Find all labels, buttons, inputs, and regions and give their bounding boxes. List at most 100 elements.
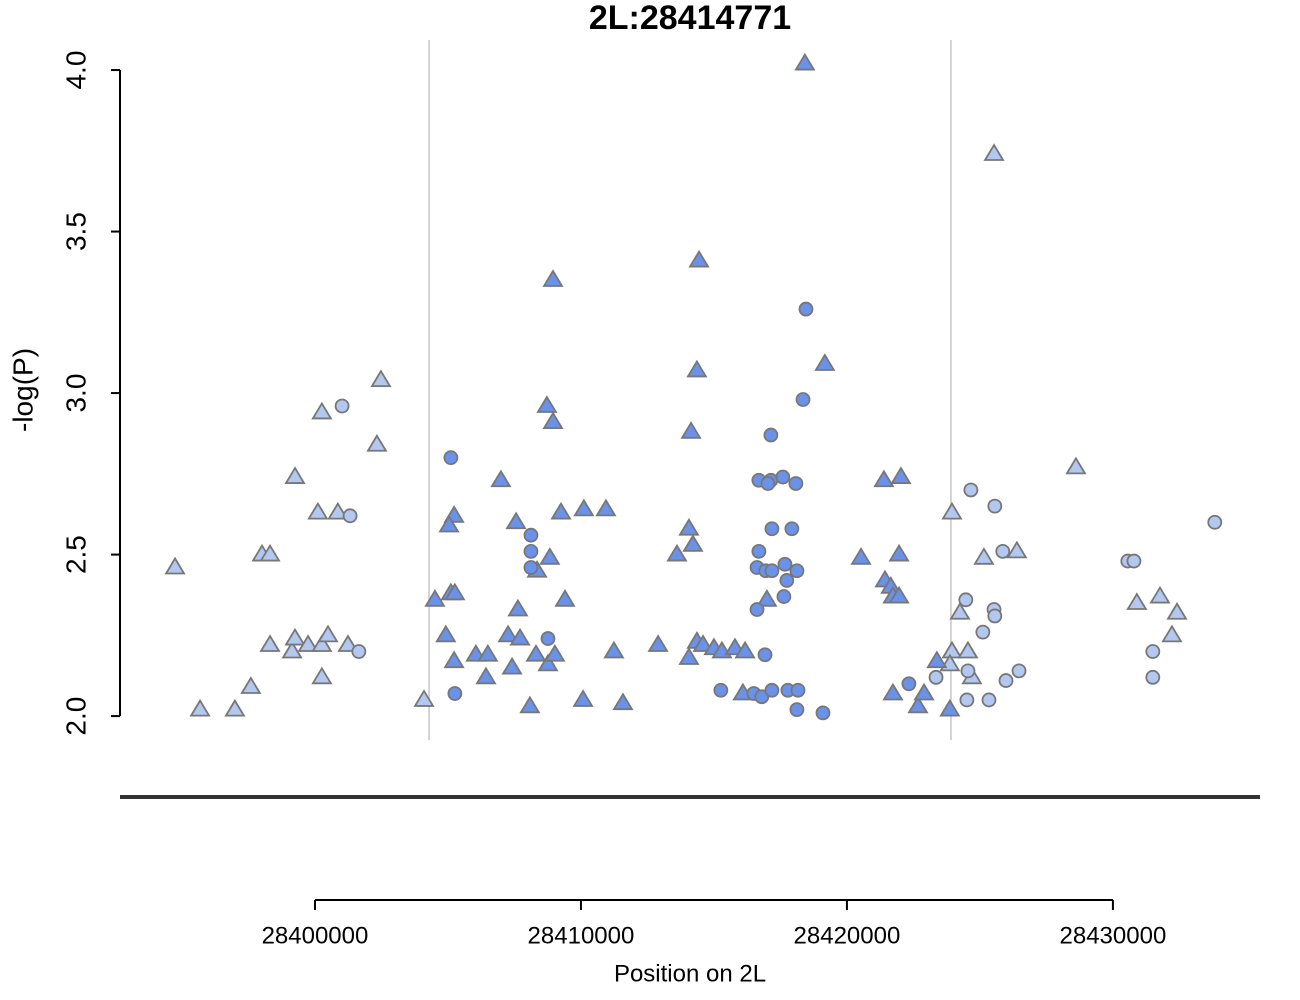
x-tick-label: 28400000 [262, 922, 369, 949]
triangle-point [317, 624, 339, 643]
triangle-point [542, 269, 564, 287]
circle-point [788, 476, 804, 491]
triangle-point [1166, 601, 1188, 620]
triangle-point [572, 689, 594, 707]
circle-point [1145, 644, 1161, 659]
circle-point [928, 669, 944, 685]
triangle-point [678, 647, 700, 665]
circle-point [1207, 514, 1223, 530]
circle-point [815, 705, 831, 721]
triangle-point [595, 498, 617, 517]
circle-point [784, 521, 800, 537]
circle-point [443, 450, 459, 466]
triangle-point [1149, 585, 1171, 604]
triangle-point [1065, 456, 1087, 475]
triangle-point [756, 589, 778, 607]
circle-point [795, 392, 811, 407]
triangle-point [888, 543, 910, 562]
circle-point [757, 647, 773, 663]
triangle-point [1161, 624, 1183, 643]
triangle-point [519, 695, 541, 714]
circle-point [960, 663, 976, 679]
triangle-point [413, 689, 435, 707]
triangle-point [647, 634, 669, 652]
circle-point [981, 692, 997, 708]
triangle-point [536, 395, 558, 413]
circle-point [351, 644, 367, 659]
circle-point [523, 527, 539, 543]
chart-title: 2L:28414771 [589, 0, 791, 37]
circle-point [963, 482, 979, 498]
triangle-point [688, 249, 710, 268]
circle-point [749, 602, 765, 617]
triangle-point [189, 698, 211, 717]
circle-point [760, 476, 776, 491]
triangle-point [307, 501, 329, 520]
triangle-point [284, 466, 306, 484]
triangle-point [941, 640, 963, 659]
circle-point [1145, 669, 1161, 685]
triangle-point [554, 589, 576, 607]
triangle-point [888, 585, 910, 604]
triangle-point [890, 466, 912, 484]
triangle-point [573, 498, 595, 517]
triangle-point [907, 695, 929, 714]
triangle-point [537, 653, 559, 672]
triangle-point [794, 52, 816, 71]
triangle-point [525, 643, 547, 662]
triangle-point [873, 469, 895, 488]
triangle-point [692, 634, 714, 652]
y-tick-label: 4.0 [60, 51, 91, 90]
circle-point [1011, 663, 1027, 679]
circle-point [777, 556, 793, 572]
triangle-point [550, 501, 572, 520]
triangle-point [438, 514, 460, 533]
triangle-point [224, 698, 246, 717]
triangle-point [443, 650, 465, 669]
triangle-point [941, 501, 963, 520]
triangle-point [501, 656, 523, 675]
y-tick-label: 2.5 [60, 535, 91, 574]
triangle-point [734, 640, 756, 659]
triangle-point [542, 411, 564, 430]
circle-point [987, 498, 1003, 514]
y-tick-label: 2.0 [60, 697, 91, 736]
circle-point [789, 702, 805, 718]
circle-point [764, 682, 780, 698]
triangle-point [311, 666, 333, 685]
triangle-point [475, 666, 497, 685]
triangle-point [297, 634, 319, 652]
circle-point [763, 427, 779, 443]
circle-point [1126, 553, 1142, 569]
triangle-point [850, 547, 872, 565]
triangle-point [612, 692, 634, 711]
triangle-point [539, 547, 561, 565]
circle-point [958, 592, 974, 608]
triangle-point [435, 624, 457, 643]
circle-point [342, 508, 358, 524]
circle-point [776, 589, 792, 604]
triangle-point [370, 369, 392, 388]
triangle-point [1126, 592, 1148, 610]
triangle-point [666, 543, 688, 562]
triangle-point [509, 627, 531, 646]
circle-point [798, 301, 814, 317]
triangle-point [311, 401, 333, 420]
circle-point [998, 673, 1014, 688]
circle-point [751, 543, 767, 559]
circle-point [789, 563, 805, 579]
triangle-point [949, 601, 971, 620]
triangle-point [686, 359, 708, 378]
triangle-point [497, 624, 519, 643]
circle-point [790, 682, 806, 698]
triangle-point [544, 643, 566, 662]
triangle-point [957, 640, 979, 659]
y-tick-label: 3.0 [60, 374, 91, 413]
x-tick-label: 28420000 [794, 922, 901, 949]
circle-point [779, 573, 795, 588]
triangle-point [603, 640, 625, 659]
y-tick-label: 3.5 [60, 212, 91, 251]
circle-point [775, 469, 791, 485]
triangle-point [973, 547, 995, 565]
